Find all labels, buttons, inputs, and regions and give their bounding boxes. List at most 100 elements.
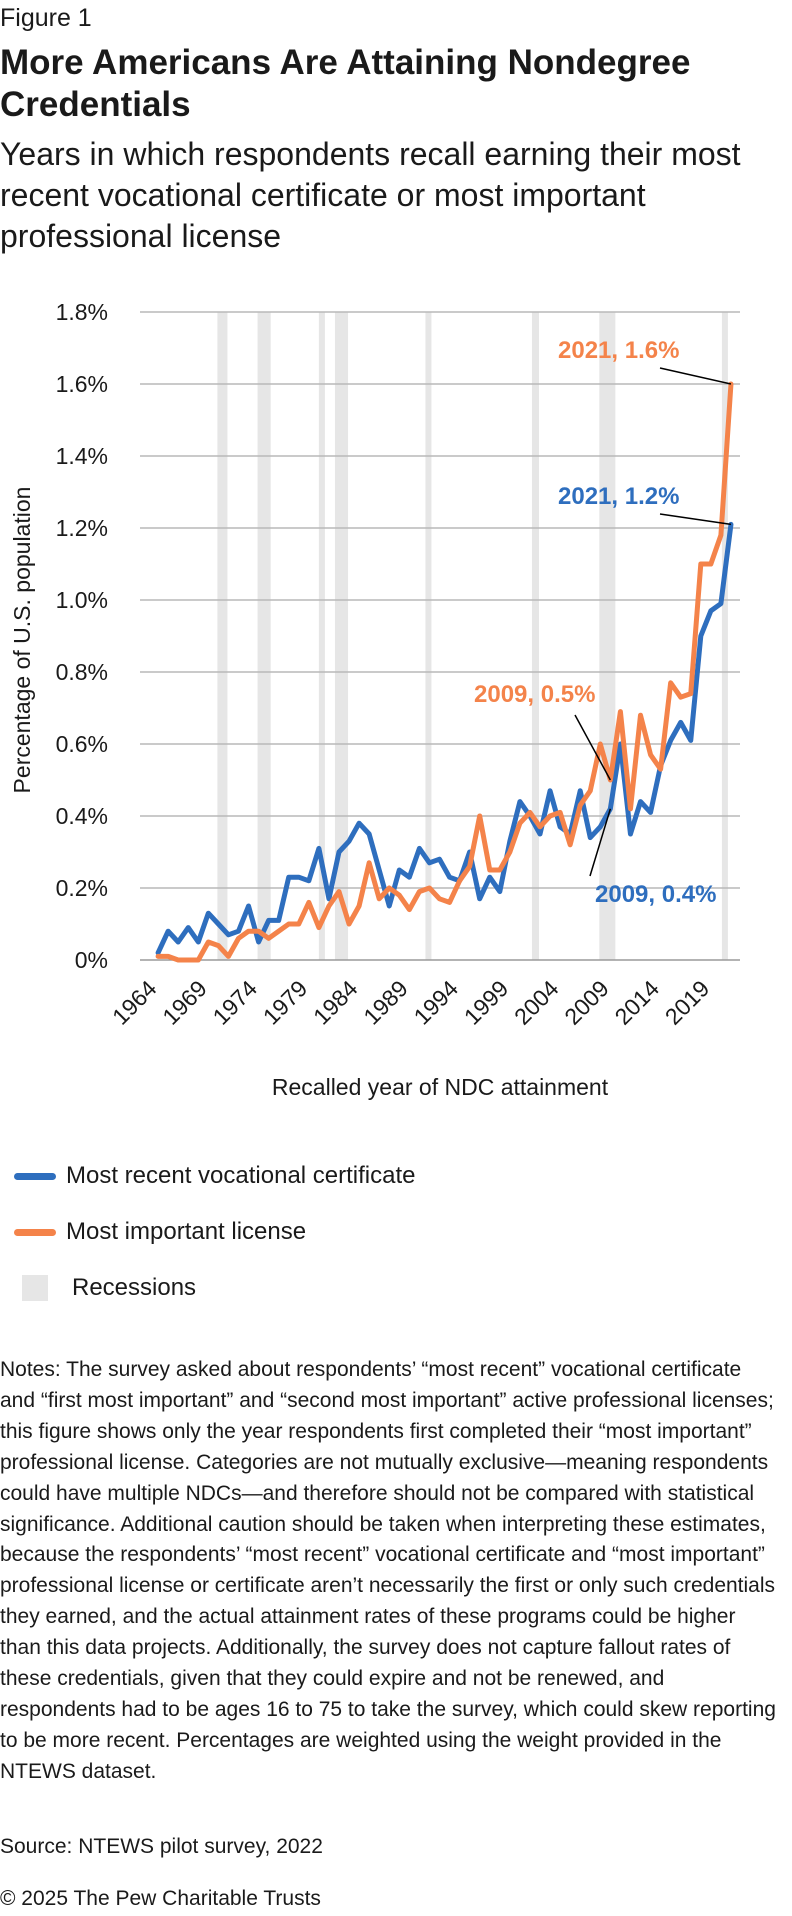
license-swatch: [14, 1228, 56, 1236]
certificate-point: [316, 846, 321, 851]
license-point: [628, 806, 633, 811]
license-point: [266, 936, 271, 941]
certificate-point: [266, 918, 271, 923]
certificate-point: [437, 857, 442, 862]
certificate-point: [638, 799, 643, 804]
certificate-point: [497, 889, 502, 894]
license-point: [668, 680, 673, 685]
figure-label: Figure 1: [0, 4, 92, 32]
license-point: [306, 900, 311, 905]
license-point: [548, 814, 553, 818]
license-point: [427, 886, 432, 890]
license-point: [558, 810, 563, 815]
license-point: [246, 929, 251, 934]
y-tick-label: 1.8%: [56, 299, 108, 325]
license-point: [568, 842, 573, 847]
annotation-label: 2021, 1.2%: [558, 483, 679, 510]
license-point: [417, 889, 422, 894]
license-point: [718, 533, 723, 538]
license-point: [447, 900, 452, 905]
recession-band: [531, 312, 539, 960]
annotations: 2021, 1.6% 2021, 1.2% 2009, 0.5% 2009, 0.4%: [474, 337, 732, 908]
annotation-leader: [659, 513, 732, 526]
x-tick-label: 1969: [157, 975, 212, 1030]
y-tick-label: 0.8%: [56, 659, 108, 685]
license-point: [186, 958, 191, 962]
legend-item-certificate: Most recent vocational certificate: [14, 1148, 416, 1204]
annotation-label: 2009, 0.5%: [474, 681, 595, 708]
x-tick-label: 2019: [660, 975, 715, 1030]
certificate-point: [357, 821, 362, 826]
x-tick-label: 1999: [459, 975, 514, 1030]
certificate-point: [648, 810, 653, 815]
y-tick-label: 0.2%: [56, 875, 108, 901]
license-point: [226, 954, 231, 959]
copyright: © 2025 The Pew Charitable Trusts: [0, 1887, 321, 1910]
certificate-point: [226, 932, 231, 937]
license-point: [316, 925, 321, 930]
recession-band: [257, 312, 271, 960]
license-point: [357, 904, 362, 908]
x-axis-ticks: 1964196919741979198419891994199920042009…: [107, 975, 714, 1030]
license-point: [407, 907, 412, 912]
legend-item-license: Most important license: [14, 1204, 416, 1260]
certificate-point: [517, 799, 522, 804]
certificate-point: [628, 832, 633, 836]
certificate-point: [688, 738, 693, 743]
certificate-point: [708, 608, 713, 613]
license-point: [538, 824, 542, 829]
certificate-point: [558, 824, 563, 829]
certificate-point: [718, 601, 723, 606]
y-axis-label: Percentage of U.S. population: [9, 487, 35, 794]
certificate-point: [447, 875, 452, 880]
certificate-point: [276, 918, 281, 923]
license-point: [286, 922, 291, 926]
legend-label: Most important license: [66, 1218, 307, 1245]
license-point: [618, 709, 623, 714]
certificate-point: [206, 911, 211, 916]
annotation-leader: [589, 808, 612, 877]
x-tick-label: 1984: [308, 975, 363, 1030]
line-chart: 0% 0.2% 0.4% 0.6% 0.8% 1.0% 1.2% 1.4% 1.6% 1.8% 1…: [9, 299, 740, 1100]
y-tick-label: 0%: [75, 947, 108, 973]
chart-title: More Americans Are Attaining Nondegree C…: [0, 43, 691, 124]
license-point: [588, 788, 593, 793]
certificate-point: [387, 904, 392, 908]
gridlines: [140, 311, 740, 961]
recession-band: [425, 312, 432, 960]
certificate-point: [336, 850, 341, 854]
annotation-leader: [574, 714, 612, 781]
legend-item-recessions: Recessions: [14, 1260, 416, 1316]
certificate-point: [397, 868, 402, 872]
certificate-point: [216, 922, 221, 926]
legend-label: Most recent vocational certificate: [66, 1162, 416, 1189]
license-point: [497, 868, 502, 872]
certificate-point: [578, 788, 583, 793]
certificate-point: [306, 878, 311, 883]
license-point: [156, 954, 161, 959]
license-point: [688, 691, 693, 696]
certificate-line: [155, 521, 734, 956]
y-tick-label: 1.4%: [56, 443, 108, 469]
legend: Most recent vocational certificate Most …: [14, 1148, 416, 1316]
annotation-label: 2009, 0.4%: [595, 881, 716, 908]
license-point: [326, 904, 331, 908]
license-point: [638, 713, 643, 718]
annotation-leader: [659, 367, 732, 385]
license-point: [206, 940, 211, 944]
x-tick-label: 1979: [258, 975, 313, 1030]
certificate-point: [678, 720, 683, 725]
chart-subtitle: Years in which respondents recall earnin…: [0, 136, 741, 254]
x-tick-label: 1989: [358, 975, 413, 1030]
y-tick-label: 0.4%: [56, 803, 108, 829]
certificate-point: [728, 522, 733, 527]
x-tick-label: 1974: [208, 975, 263, 1030]
license-point: [367, 860, 372, 865]
license-point: [648, 752, 653, 757]
certificate-point: [668, 738, 673, 743]
license-point: [658, 767, 663, 772]
license-point: [477, 814, 482, 818]
license-line: [155, 381, 734, 963]
certificate-point: [548, 788, 553, 793]
certificate-point: [166, 929, 171, 934]
